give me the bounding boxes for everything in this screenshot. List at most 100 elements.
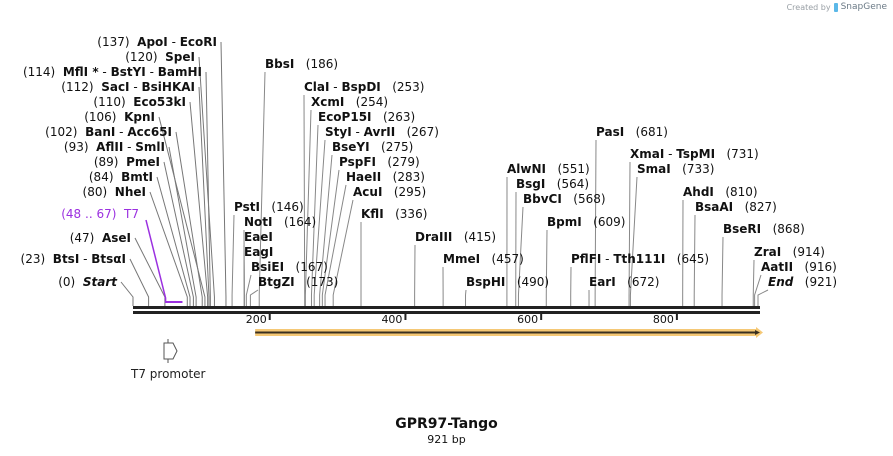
enzyme-name[interactable]: PflFI bbox=[571, 252, 601, 266]
enzyme-name[interactable]: XcmI bbox=[311, 95, 344, 109]
enzyme-name[interactable]: Start bbox=[83, 275, 118, 289]
enzyme-name[interactable]: AseI bbox=[102, 231, 131, 245]
enzyme-name[interactable]: BtsαI bbox=[91, 252, 126, 266]
enzyme-label[interactable]: BsaAI (827) bbox=[695, 200, 777, 214]
enzyme-name[interactable]: SpeI bbox=[165, 50, 195, 64]
enzyme-name[interactable]: EagI bbox=[244, 245, 273, 259]
enzyme-name[interactable]: End bbox=[768, 275, 794, 289]
enzyme-label[interactable]: BseYI (275) bbox=[332, 140, 413, 154]
enzyme-name[interactable]: BsiEI bbox=[251, 260, 284, 274]
enzyme-name[interactable]: PspFI bbox=[339, 155, 376, 169]
enzyme-name[interactable]: TspMI bbox=[676, 147, 715, 161]
enzyme-name[interactable]: AhdI bbox=[683, 185, 714, 199]
enzyme-label[interactable]: PasI (681) bbox=[596, 125, 668, 139]
enzyme-name[interactable]: KflI bbox=[361, 207, 384, 221]
enzyme-label[interactable]: AcuI (295) bbox=[353, 185, 426, 199]
enzyme-label[interactable]: XmaI - TspMI (731) bbox=[630, 147, 759, 161]
enzyme-name[interactable]: AflII bbox=[96, 140, 123, 154]
enzyme-label[interactable]: BtgZI (173) bbox=[258, 275, 338, 289]
enzyme-name[interactable]: ZraI bbox=[754, 245, 781, 259]
enzyme-name[interactable]: AlwNI bbox=[507, 162, 546, 176]
enzyme-label[interactable]: EagI bbox=[244, 245, 273, 259]
enzyme-name[interactable]: DraIII bbox=[415, 230, 452, 244]
enzyme-name[interactable]: BanI bbox=[85, 125, 115, 139]
enzyme-name[interactable]: Tth111I bbox=[613, 252, 665, 266]
enzyme-name[interactable]: ClaI bbox=[304, 80, 329, 94]
primer-label[interactable]: (48 .. 67) T7 bbox=[61, 207, 139, 221]
enzyme-label[interactable]: (89) PmeI bbox=[94, 155, 160, 169]
enzyme-label[interactable]: (120) SpeI bbox=[125, 50, 195, 64]
enzyme-label[interactable]: BpmI (609) bbox=[547, 215, 625, 229]
enzyme-label[interactable]: (102) BanI - Acc65I bbox=[45, 125, 172, 139]
enzyme-name[interactable]: BpmI bbox=[547, 215, 582, 229]
enzyme-name[interactable]: EcoP15I bbox=[318, 110, 372, 124]
enzyme-name[interactable]: BtsI bbox=[53, 252, 80, 266]
enzyme-label[interactable]: (80) NheI bbox=[83, 185, 146, 199]
enzyme-name[interactable]: Eco53kI bbox=[133, 95, 186, 109]
enzyme-label[interactable]: (114) MflI * - BstYI - BamHI bbox=[23, 65, 202, 79]
enzyme-label[interactable]: (110) Eco53kI bbox=[93, 95, 186, 109]
enzyme-label[interactable]: XcmI (254) bbox=[311, 95, 388, 109]
enzyme-name[interactable]: PstI bbox=[234, 200, 260, 214]
enzyme-label[interactable]: StyI - AvrII (267) bbox=[325, 125, 439, 139]
enzyme-name[interactable]: BstYI bbox=[111, 65, 146, 79]
enzyme-label[interactable]: (23) BtsI - BtsαI bbox=[21, 252, 126, 266]
enzyme-label[interactable]: (137) ApoI - EcoRI bbox=[97, 35, 217, 49]
enzyme-label[interactable]: EcoP15I (263) bbox=[318, 110, 415, 124]
enzyme-name[interactable]: BbvCI bbox=[523, 192, 562, 206]
enzyme-label[interactable]: (93) AflII - SmlI bbox=[64, 140, 165, 154]
enzyme-name[interactable]: PasI bbox=[596, 125, 624, 139]
enzyme-name[interactable]: BbsI bbox=[265, 57, 294, 71]
feature-label-t7-promoter[interactable]: T7 promoter bbox=[131, 367, 206, 381]
enzyme-name[interactable]: XmaI bbox=[630, 147, 664, 161]
enzyme-label[interactable]: AlwNI (551) bbox=[507, 162, 590, 176]
enzyme-name[interactable]: BsgI bbox=[516, 177, 545, 191]
enzyme-name[interactable]: BseRI bbox=[723, 222, 761, 236]
enzyme-label[interactable]: (106) KpnI bbox=[84, 110, 155, 124]
enzyme-label[interactable]: PstI (146) bbox=[234, 200, 304, 214]
enzyme-name[interactable]: AatII bbox=[761, 260, 793, 274]
enzyme-name[interactable]: EarI bbox=[589, 275, 616, 289]
enzyme-label[interactable]: NotI (164) bbox=[244, 215, 316, 229]
enzyme-label[interactable]: EarI (672) bbox=[589, 275, 659, 289]
enzyme-name[interactable]: AvrII bbox=[364, 125, 396, 139]
enzyme-label[interactable]: AatII (916) bbox=[761, 260, 837, 274]
enzyme-name[interactable]: KpnI bbox=[124, 110, 155, 124]
enzyme-label[interactable]: BseRI (868) bbox=[723, 222, 805, 236]
enzyme-label[interactable]: ClaI - BspDI (253) bbox=[304, 80, 424, 94]
enzyme-name[interactable]: SmlI bbox=[135, 140, 165, 154]
enzyme-label[interactable]: SmaI (733) bbox=[637, 162, 714, 176]
enzyme-name[interactable]: EaeI bbox=[244, 230, 273, 244]
enzyme-label[interactable]: (47) AseI bbox=[70, 231, 131, 245]
enzyme-name[interactable]: SacI bbox=[101, 80, 129, 94]
enzyme-name[interactable]: PmeI bbox=[126, 155, 160, 169]
enzyme-name[interactable]: BsiHKAI bbox=[142, 80, 196, 94]
enzyme-label[interactable]: BsiEI (167) bbox=[251, 260, 328, 274]
enzyme-label[interactable]: BspHI (490) bbox=[466, 275, 549, 289]
enzyme-label[interactable]: BbvCI (568) bbox=[523, 192, 606, 206]
enzyme-label[interactable]: MmeI (457) bbox=[443, 252, 524, 266]
enzyme-label[interactable]: HaeII (283) bbox=[346, 170, 425, 184]
enzyme-name[interactable]: BsaAI bbox=[695, 200, 733, 214]
enzyme-label[interactable]: PflFI - Tth111I (645) bbox=[571, 252, 709, 266]
enzyme-label[interactable]: (84) BmtI bbox=[89, 170, 153, 184]
enzyme-name[interactable]: EcoRI bbox=[180, 35, 217, 49]
enzyme-name[interactable]: HaeII bbox=[346, 170, 381, 184]
enzyme-label[interactable]: DraIII (415) bbox=[415, 230, 496, 244]
enzyme-name[interactable]: MflI * bbox=[63, 65, 99, 79]
enzyme-name[interactable]: StyI bbox=[325, 125, 352, 139]
enzyme-name[interactable]: BspHI bbox=[466, 275, 505, 289]
enzyme-label[interactable]: ZraI (914) bbox=[754, 245, 825, 259]
enzyme-label[interactable]: AhdI (810) bbox=[683, 185, 758, 199]
enzyme-label[interactable]: BsgI (564) bbox=[516, 177, 589, 191]
enzyme-name[interactable]: MmeI bbox=[443, 252, 480, 266]
enzyme-label[interactable]: BbsI (186) bbox=[265, 57, 338, 71]
enzyme-name[interactable]: BamHI bbox=[158, 65, 202, 79]
enzyme-name[interactable]: AcuI bbox=[353, 185, 382, 199]
enzyme-name[interactable]: BseYI bbox=[332, 140, 370, 154]
enzyme-name[interactable]: ApoI bbox=[137, 35, 168, 49]
enzyme-label[interactable]: End (921) bbox=[768, 275, 837, 289]
enzyme-name[interactable]: NotI bbox=[244, 215, 273, 229]
enzyme-label[interactable]: EaeI bbox=[244, 230, 273, 244]
enzyme-name[interactable]: BspDI bbox=[341, 80, 380, 94]
